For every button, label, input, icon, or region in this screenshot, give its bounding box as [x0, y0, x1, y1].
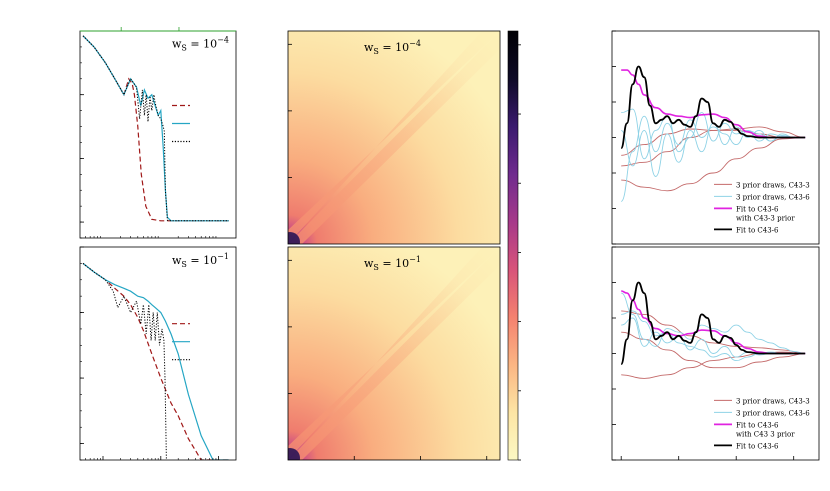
heatmap-diagonal: [288, 247, 500, 460]
series-line-3: [621, 331, 806, 369]
series-group: [620, 281, 806, 379]
plot-frame: [287, 246, 501, 461]
legend-label: Fit to C43-6: [736, 442, 779, 450]
panel-b: wS = 10−4: [287, 30, 501, 245]
colorbar: [507, 30, 521, 461]
ws-label: wS = 10−4: [172, 36, 229, 53]
legend-label: 3 prior draws, C43-3: [736, 181, 810, 189]
panel-e: wS = 10−1: [287, 246, 501, 461]
heatmap-diagonal: [288, 31, 500, 244]
heatmap-peak: [288, 448, 300, 460]
series-group: [620, 65, 806, 202]
series-line-5: [621, 292, 806, 354]
ws-label: wS = 10−4: [364, 39, 421, 56]
series-line-6: [621, 108, 806, 160]
series-line-7: [621, 310, 806, 362]
legend-label: Fit to C43-6: [736, 226, 779, 234]
panel-a: wS = 10−4: [79, 27, 237, 239]
legend-label: Fit to C43-6 with C43-3 prior: [736, 205, 795, 222]
heatmap-image: [288, 247, 500, 460]
series-line-0: [620, 65, 806, 149]
colorbar-gradient: [507, 30, 519, 461]
plot-frame: [79, 30, 237, 239]
series-line-2: [82, 35, 229, 222]
series-line-1: [82, 262, 229, 460]
series-line-0: [82, 35, 229, 222]
legend-label: Fit to C43-6 with C43 3 prior: [736, 421, 795, 438]
heatmap-peak: [288, 232, 300, 244]
series-line-1: [621, 290, 806, 355]
ws-label: wS = 10−1: [364, 255, 421, 272]
panel-d: wS = 10−1: [79, 246, 237, 461]
series-group: [82, 35, 229, 222]
panel-c: 3 prior draws, C43-3 3 prior draws, C43-6…: [611, 30, 820, 245]
heatmap-image: [288, 31, 500, 244]
series-line-2: [621, 351, 806, 379]
series-group: [82, 262, 229, 460]
series-line-0: [82, 262, 229, 460]
series-line-4: [621, 310, 806, 354]
series-line-1: [82, 35, 229, 222]
series-line-2: [82, 263, 167, 460]
legend-label: 3 prior draws, C43-6: [736, 193, 810, 201]
plot-frame: [287, 30, 501, 245]
legend-label: 3 prior draws, C43-3: [736, 397, 810, 405]
panel-f: 3 prior draws, C43-3 3 prior draws, C43-6…: [611, 246, 820, 461]
ws-label: wS = 10−1: [172, 252, 229, 269]
series-line-6: [621, 317, 806, 358]
series-line-0: [620, 281, 806, 365]
series-line-3: [621, 137, 806, 192]
legend-label: 3 prior draws, C43-6: [736, 409, 810, 417]
